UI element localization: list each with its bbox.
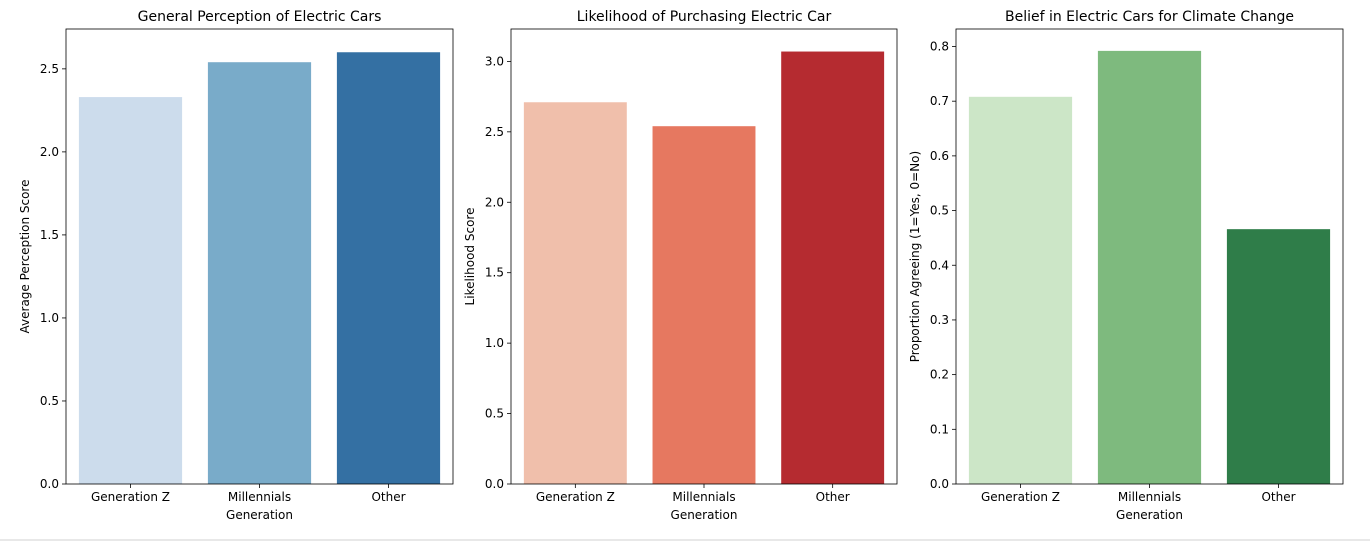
y-tick-label: 0.5 (930, 204, 949, 218)
y-tick-label: 2.5 (485, 125, 504, 139)
bar-1 (78, 97, 183, 484)
x-axis-label: Generation (226, 508, 293, 522)
y-tick-label: 0.8 (930, 40, 949, 54)
y-tick-label: 2.0 (485, 195, 504, 209)
bar-3 (781, 51, 885, 484)
x-axis-label: Generation (1116, 508, 1183, 522)
y-tick-label: 0.5 (485, 407, 504, 421)
bar-1 (523, 102, 627, 484)
y-tick-label: 0.0 (40, 477, 59, 491)
y-tick-label: 0.7 (930, 94, 949, 108)
chart-panel-2: 0.0 0.5 1.0 1.5 2.0 2.5 3.0 Generation Z Millenn… (463, 9, 898, 522)
y-axis-label: Average Perception Score (18, 180, 32, 334)
chart-panel-1: 0.0 0.5 1.0 1.5 2.0 2.5 Generation Z Millennial… (18, 9, 454, 522)
y-tick-label: 2.5 (40, 62, 59, 76)
y-tick-label: 1.5 (40, 228, 59, 242)
y-tick-label: 0.0 (930, 477, 949, 491)
y-tick-label: 0.3 (930, 313, 949, 327)
x-tick-label: Generation Z (91, 490, 170, 504)
y-axis-label: Proportion Agreeing (1=Yes, 0=No) (908, 151, 922, 362)
y-tick-label: 1.0 (40, 311, 59, 325)
y-tick-label: 0.0 (485, 477, 504, 491)
y-tick-label: 1.5 (485, 266, 504, 280)
x-tick-label: Millennials (672, 490, 735, 504)
x-tick-label: Millennials (1118, 490, 1181, 504)
y-tick-label: 0.5 (40, 394, 59, 408)
bar-2 (1097, 50, 1202, 485)
y-tick-label: 0.6 (930, 149, 949, 163)
y-tick-label: 0.2 (930, 368, 949, 382)
x-tick-label: Millennials (228, 490, 291, 504)
x-tick-label: Other (371, 490, 405, 504)
bar-1 (968, 96, 1073, 484)
chart-title: Likelihood of Purchasing Electric Car (577, 9, 832, 25)
chart-panel-3: 0.0 0.1 0.2 0.3 0.4 0.5 0.6 0.7 0.8 Generation Z M… (908, 9, 1344, 522)
y-tick-label: 0.4 (930, 258, 949, 272)
y-tick-label: 3.0 (485, 54, 504, 68)
bar-2 (652, 126, 756, 484)
x-tick-label: Other (816, 490, 850, 504)
bar-3 (1226, 229, 1331, 484)
bottom-divider (0, 539, 1370, 541)
y-tick-label: 0.1 (930, 422, 949, 436)
y-axis-label: Likelihood Score (463, 208, 477, 306)
y-tick-label: 1.0 (485, 336, 504, 350)
chart-title: Belief in Electric Cars for Climate Chan… (1005, 9, 1294, 25)
bar-2 (207, 62, 312, 485)
x-tick-label: Other (1261, 490, 1295, 504)
x-tick-label: Generation Z (981, 490, 1060, 504)
bar-3 (336, 52, 441, 484)
x-tick-label: Generation Z (536, 490, 615, 504)
y-tick-label: 2.0 (40, 145, 59, 159)
x-axis-label: Generation (671, 508, 738, 522)
chart-title: General Perception of Electric Cars (138, 9, 382, 25)
